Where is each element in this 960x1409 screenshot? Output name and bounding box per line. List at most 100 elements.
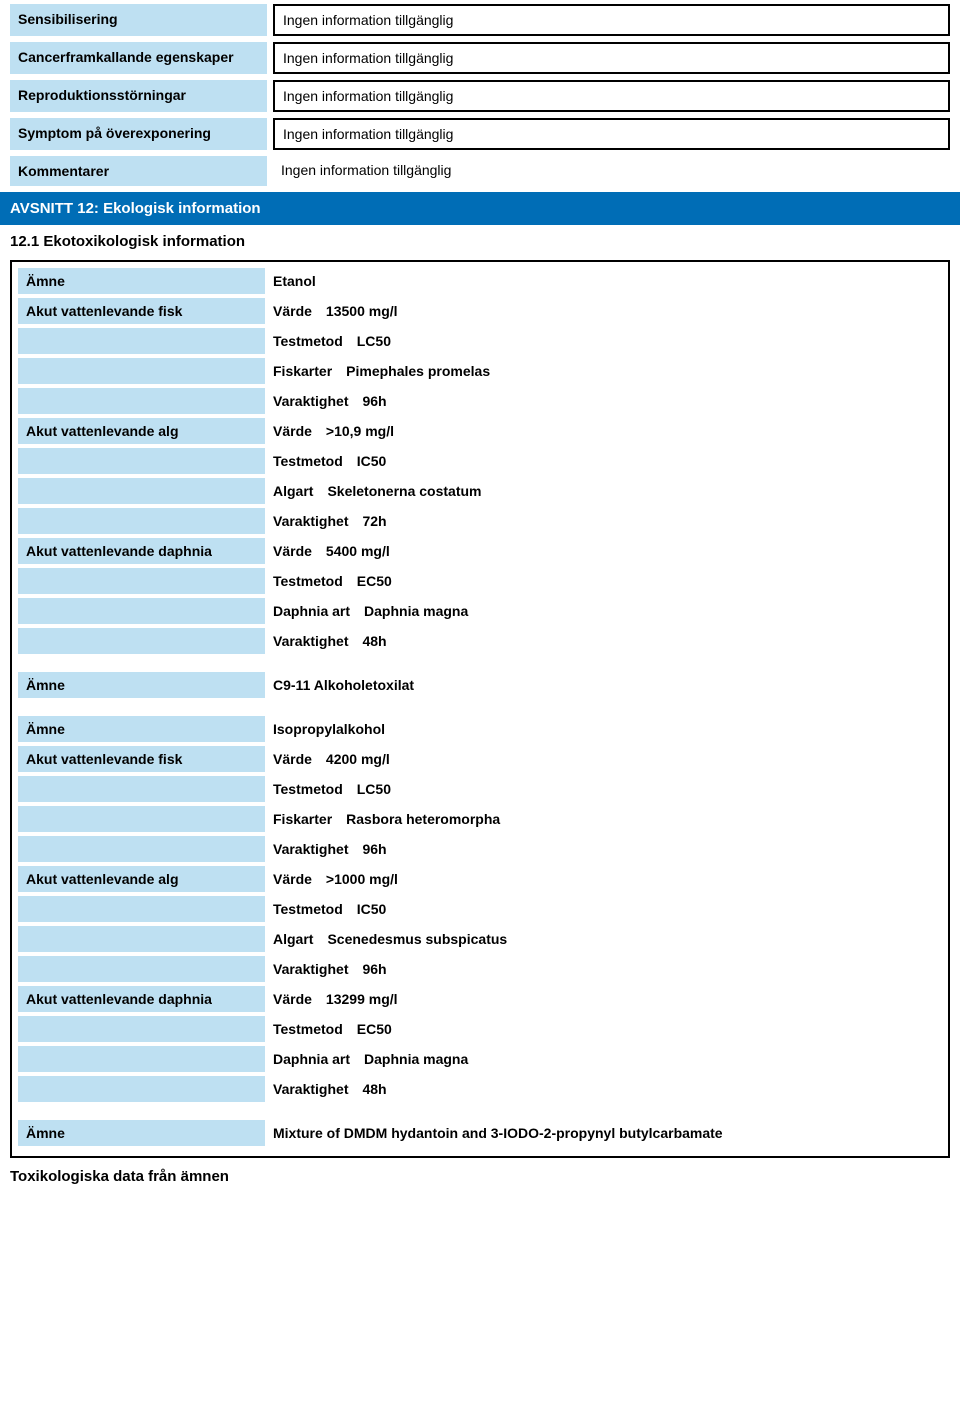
data-row: Varaktighet96h [18, 836, 942, 862]
kv-value: IC50 [357, 901, 387, 917]
data-row: Testmetod LC50 [18, 776, 942, 802]
property-label: Symptom på överexponering [10, 118, 267, 150]
data-row: ÄmneC9-11 Alkoholetoxilat [18, 672, 942, 698]
data-row-value: Värde>1000 mg/l [265, 866, 942, 892]
data-row-value: TestmetodEC50 [265, 1016, 942, 1042]
data-row-label [18, 448, 265, 474]
data-row: Daphnia artDaphnia magna [18, 598, 942, 624]
property-row: SensibiliseringIngen information tillgän… [10, 4, 950, 36]
data-row-value: Fiskarter Pimephales promelas [265, 358, 942, 384]
data-row: ÄmneMixture of DMDM hydantoin and 3-IODO… [18, 1120, 942, 1146]
data-row-value: Varaktighet 72h [265, 508, 942, 534]
page-container: SensibiliseringIngen information tillgän… [0, 0, 960, 1205]
data-row-label [18, 508, 265, 534]
kv-key: Testmetod [273, 453, 343, 469]
kv-key: Daphnia art [273, 603, 350, 619]
property-row: Symptom på överexponeringIngen informati… [10, 118, 950, 150]
kv-value: 48h [362, 1081, 386, 1097]
property-value: Ingen information tillgänglig [273, 118, 950, 150]
data-row: TestmetodLC50 [18, 328, 942, 354]
kv-key: Varaktighet [273, 961, 348, 977]
kv-key: Testmetod [273, 781, 343, 797]
kv-key: Varaktighet [273, 841, 348, 857]
data-row-label: Akut vattenlevande daphnia [18, 986, 265, 1012]
kv-value: 5400 mg/l [326, 543, 390, 559]
kv-value: 96h [362, 961, 386, 977]
kv-value: >10,9 mg/l [326, 423, 394, 439]
data-row: Akut vattenlevande fiskVärde13500 mg/l [18, 298, 942, 324]
row-gap [18, 1106, 942, 1120]
kv-key: Daphnia art [273, 1051, 350, 1067]
kv-key: Fiskarter [273, 811, 332, 827]
kv-value: LC50 [357, 333, 391, 349]
property-value: Ingen information tillgänglig [273, 4, 950, 36]
data-row-value: Mixture of DMDM hydantoin and 3-IODO-2-p… [265, 1120, 942, 1146]
data-row-value: TestmetodEC50 [265, 568, 942, 594]
kv-value: Skeletonerna costatum [327, 483, 481, 499]
data-row: AlgartScenedesmus subspicatus [18, 926, 942, 952]
data-row-value: Varaktighet96h [265, 388, 942, 414]
data-row-label: Akut vattenlevande fisk [18, 746, 265, 772]
data-row-value: FiskarterRasbora heteromorpha [265, 806, 942, 832]
data-row: Varaktighet 48h [18, 628, 942, 654]
property-row: ReproduktionsstörningarIngen information… [10, 80, 950, 112]
row-gap [18, 702, 942, 716]
kv-value: 72h [362, 513, 386, 529]
data-row-label [18, 776, 265, 802]
data-row: Akut vattenlevande fisk Värde 4200 mg/l [18, 746, 942, 772]
kv-key: Varaktighet [273, 513, 348, 529]
kv-key: Värde [273, 871, 312, 887]
kv-value: IC50 [357, 453, 387, 469]
data-row-value: TestmetodLC50 [265, 328, 942, 354]
data-row-label: Ämne [18, 268, 265, 294]
data-row-label [18, 926, 265, 952]
data-row-label [18, 598, 265, 624]
kv-key: Varaktighet [273, 633, 348, 649]
data-row-value: AlgartScenedesmus subspicatus [265, 926, 942, 952]
data-row-label: Akut vattenlevande alg [18, 866, 265, 892]
data-row-value: Värde13500 mg/l [265, 298, 942, 324]
data-row-value: Varaktighet96h [265, 836, 942, 862]
data-row: ÄmneIsopropylalkohol [18, 716, 942, 742]
property-label: Kommentarer [10, 156, 267, 186]
data-row-label: Ämne [18, 672, 265, 698]
data-row: ÄmneEtanol [18, 268, 942, 294]
data-row-value: C9-11 Alkoholetoxilat [265, 672, 942, 698]
kv-key: Värde [273, 991, 312, 1007]
top-properties-list: SensibiliseringIngen information tillgän… [10, 4, 950, 186]
data-row-value: AlgartSkeletonerna costatum [265, 478, 942, 504]
data-row-label [18, 628, 265, 654]
data-row: Daphnia artDaphnia magna [18, 1046, 942, 1072]
data-row-label: Ämne [18, 1120, 265, 1146]
data-row-value: Varaktighet 48h [265, 1076, 942, 1102]
data-row: TestmetodEC50 [18, 1016, 942, 1042]
property-value: Ingen information tillgänglig [273, 156, 950, 186]
data-row-label [18, 836, 265, 862]
data-row-value: Varaktighet 96h [265, 956, 942, 982]
data-row-label [18, 1076, 265, 1102]
row-gap [18, 658, 942, 672]
data-row-label: Akut vattenlevande daphnia [18, 538, 265, 564]
kv-key: Varaktighet [273, 1081, 348, 1097]
kv-value: LC50 [357, 781, 391, 797]
kv-value: Pimephales promelas [346, 363, 490, 379]
data-row-value: Etanol [265, 268, 942, 294]
data-row-label [18, 358, 265, 384]
data-row: FiskarterRasbora heteromorpha [18, 806, 942, 832]
data-row-value: Daphnia artDaphnia magna [265, 598, 942, 624]
kv-key: Fiskarter [273, 363, 332, 379]
data-row-label [18, 896, 265, 922]
kv-key: Varaktighet [273, 393, 348, 409]
data-row-value: Testmetod LC50 [265, 776, 942, 802]
kv-key: Värde [273, 751, 312, 767]
kv-value: 48h [362, 633, 386, 649]
data-row: AlgartSkeletonerna costatum [18, 478, 942, 504]
section-banner: AVSNITT 12: Ekologisk information [0, 192, 960, 225]
subsection-title: 12.1 Ekotoxikologisk information [10, 233, 950, 250]
data-row-value: Värde13299 mg/l [265, 986, 942, 1012]
footer-heading: Toxikologiska data från ämnen [10, 1168, 950, 1185]
property-value: Ingen information tillgänglig [273, 42, 950, 74]
data-row-value: Värde 4200 mg/l [265, 746, 942, 772]
property-row: Cancerframkallande egenskaperIngen infor… [10, 42, 950, 74]
kv-value: 4200 mg/l [326, 751, 390, 767]
